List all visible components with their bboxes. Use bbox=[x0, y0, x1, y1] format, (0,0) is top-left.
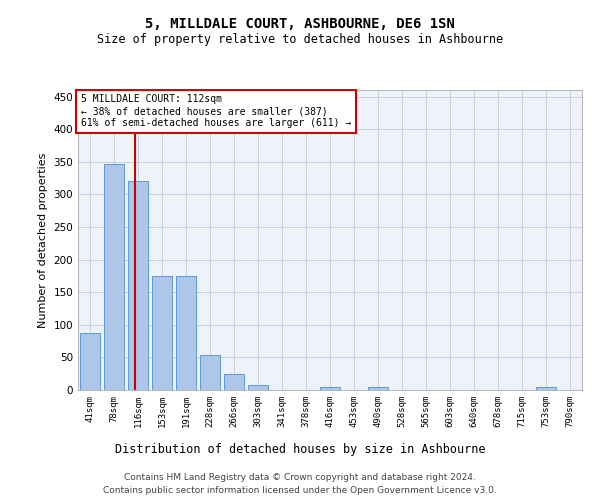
Text: Distribution of detached houses by size in Ashbourne: Distribution of detached houses by size … bbox=[115, 442, 485, 456]
Bar bbox=[152, 276, 172, 390]
Bar bbox=[224, 374, 244, 390]
Bar bbox=[128, 180, 148, 390]
Bar bbox=[200, 356, 220, 390]
Bar bbox=[368, 386, 388, 390]
Text: 5 MILLDALE COURT: 112sqm
← 38% of detached houses are smaller (387)
61% of semi-: 5 MILLDALE COURT: 112sqm ← 38% of detach… bbox=[80, 94, 351, 128]
Text: 5, MILLDALE COURT, ASHBOURNE, DE6 1SN: 5, MILLDALE COURT, ASHBOURNE, DE6 1SN bbox=[145, 18, 455, 32]
Y-axis label: Number of detached properties: Number of detached properties bbox=[38, 152, 48, 328]
Text: Contains HM Land Registry data © Crown copyright and database right 2024.: Contains HM Land Registry data © Crown c… bbox=[124, 472, 476, 482]
Text: Size of property relative to detached houses in Ashbourne: Size of property relative to detached ho… bbox=[97, 32, 503, 46]
Bar bbox=[248, 385, 268, 390]
Text: Contains public sector information licensed under the Open Government Licence v3: Contains public sector information licen… bbox=[103, 486, 497, 495]
Bar bbox=[320, 388, 340, 390]
Bar bbox=[176, 276, 196, 390]
Bar bbox=[80, 332, 100, 390]
Bar bbox=[104, 164, 124, 390]
Bar bbox=[536, 386, 556, 390]
